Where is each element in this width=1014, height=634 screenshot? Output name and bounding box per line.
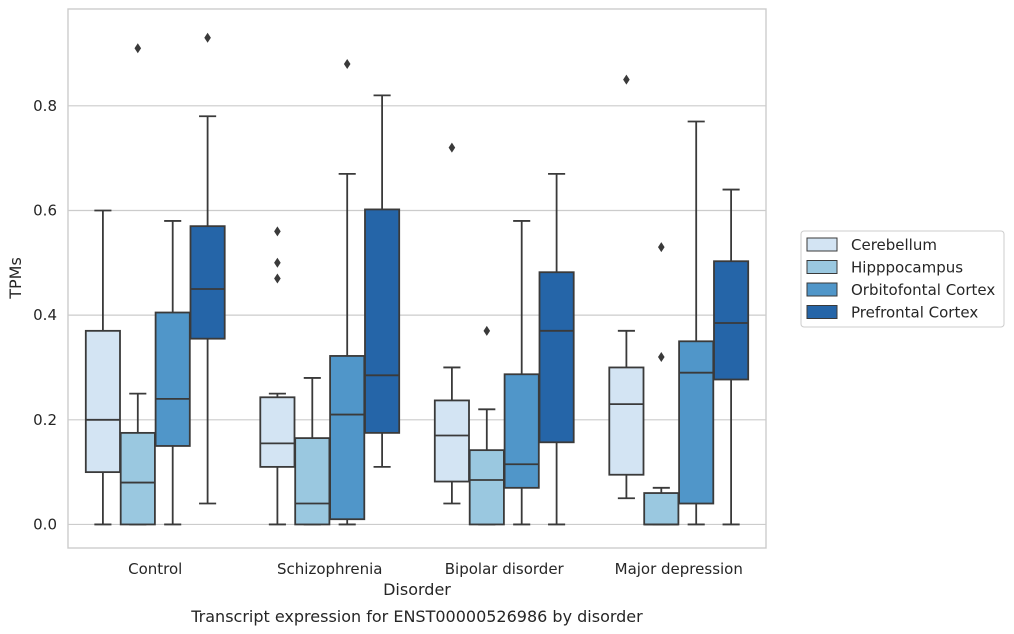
legend-label: Prefrontal Cortex: [851, 304, 978, 322]
box-2-0: [154, 220, 191, 526]
box-body: [433, 399, 470, 483]
outlier-point: [483, 325, 491, 336]
box-body: [468, 449, 505, 526]
outlier-point: [274, 273, 281, 284]
box-body: [538, 271, 575, 444]
y-tick-label: 0.8: [33, 97, 57, 115]
box-body: [84, 329, 121, 474]
outlier-point: [658, 351, 665, 362]
box-body: [643, 492, 680, 526]
legend: Cerebellum Hipppocampus Orbitofontal Corte…: [800, 230, 1005, 328]
y-axis-ticks: 0.0 0.2 0.4 0.6 0.8: [33, 97, 57, 534]
legend-label: Orbitofontal Cortex: [851, 281, 995, 299]
legend-swatch: [806, 260, 838, 274]
box-1-1: [294, 377, 331, 526]
legend-label: Hipppocampus: [851, 259, 963, 277]
y-tick-label: 0.0: [33, 515, 57, 533]
box-body: [608, 366, 645, 476]
box-1-2: [468, 325, 505, 526]
box-0-1: [259, 226, 296, 526]
y-axis-label: TPMs: [6, 257, 25, 300]
box-2-2: [503, 220, 540, 526]
outlier-point: [623, 74, 630, 85]
plot-frame: [67, 8, 767, 549]
box-0-0: [84, 209, 121, 526]
chart-caption: Transcript expression for ENST0000052698…: [190, 607, 643, 626]
box-3-2: [538, 172, 575, 526]
box-1-0: [119, 43, 156, 526]
box-body: [678, 340, 715, 505]
box-body: [189, 225, 226, 340]
box-body: [329, 355, 366, 521]
outlier-point: [448, 142, 456, 153]
box-0-2: [433, 142, 470, 505]
x-tick-label: Schizophrenia: [277, 560, 382, 578]
box-3-0: [189, 32, 226, 505]
y-tick-label: 0.6: [33, 201, 57, 219]
box-3-3: [713, 188, 750, 526]
outlier-point: [343, 58, 351, 69]
legend-label: Cerebellum: [851, 236, 937, 254]
box-1-3: [643, 242, 680, 526]
box-body: [713, 260, 750, 381]
box-body: [154, 311, 191, 447]
box-body: [119, 431, 156, 526]
outlier-point: [658, 242, 665, 253]
box-body: [294, 437, 331, 526]
box-0-3: [608, 74, 645, 500]
y-tick-label: 0.4: [33, 306, 57, 324]
x-tick-label: Bipolar disorder: [445, 560, 565, 578]
box-body: [364, 208, 401, 434]
legend-swatch: [806, 237, 838, 252]
box-body: [259, 396, 296, 468]
legend-swatch: [806, 282, 838, 297]
outlier-point: [274, 226, 281, 237]
y-tick-label: 0.2: [33, 411, 57, 429]
boxes: [84, 32, 750, 526]
box-2-3: [678, 120, 715, 526]
x-axis-ticks: Control Schizophrenia Bipolar disorder Majo…: [128, 560, 743, 578]
x-tick-label: Control: [128, 560, 182, 578]
outlier-point: [134, 43, 142, 54]
x-tick-label: Major depression: [615, 560, 743, 578]
box-2-1: [329, 58, 366, 526]
legend-frame: [800, 230, 1005, 328]
box-3-1: [364, 94, 401, 468]
legend-swatch: [806, 305, 838, 319]
x-axis-label: Disorder: [383, 580, 451, 599]
box-body: [503, 373, 540, 489]
outlier-point: [274, 257, 281, 268]
outlier-point: [204, 32, 211, 43]
